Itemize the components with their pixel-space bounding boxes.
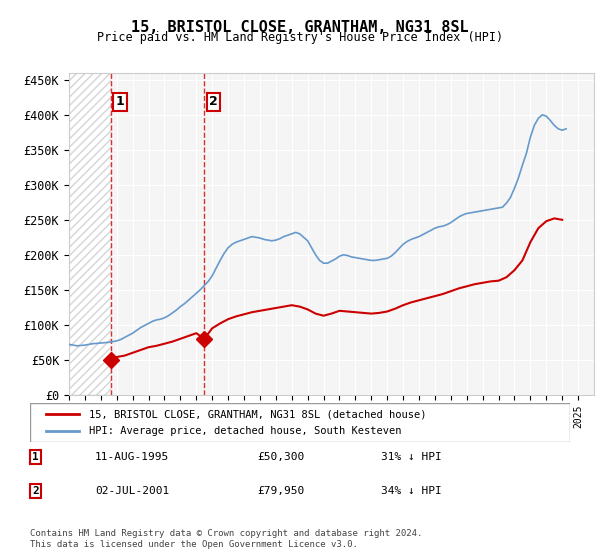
Text: £50,300: £50,300 (257, 452, 304, 462)
Text: 2: 2 (32, 486, 39, 496)
Text: 1: 1 (32, 452, 39, 462)
Text: 02-JUL-2001: 02-JUL-2001 (95, 486, 169, 496)
Text: 15, BRISTOL CLOSE, GRANTHAM, NG31 8SL: 15, BRISTOL CLOSE, GRANTHAM, NG31 8SL (131, 20, 469, 35)
Text: HPI: Average price, detached house, South Kesteven: HPI: Average price, detached house, Sout… (89, 426, 402, 436)
Text: 31% ↓ HPI: 31% ↓ HPI (381, 452, 442, 462)
Text: 34% ↓ HPI: 34% ↓ HPI (381, 486, 442, 496)
FancyBboxPatch shape (30, 403, 570, 442)
Text: Price paid vs. HM Land Registry's House Price Index (HPI): Price paid vs. HM Land Registry's House … (97, 31, 503, 44)
Text: £79,950: £79,950 (257, 486, 304, 496)
Text: 15, BRISTOL CLOSE, GRANTHAM, NG31 8SL (detached house): 15, BRISTOL CLOSE, GRANTHAM, NG31 8SL (d… (89, 409, 427, 419)
Text: 11-AUG-1995: 11-AUG-1995 (95, 452, 169, 462)
Text: Contains HM Land Registry data © Crown copyright and database right 2024.
This d: Contains HM Land Registry data © Crown c… (30, 529, 422, 549)
Text: 1: 1 (115, 95, 124, 108)
Text: 2: 2 (209, 95, 218, 108)
